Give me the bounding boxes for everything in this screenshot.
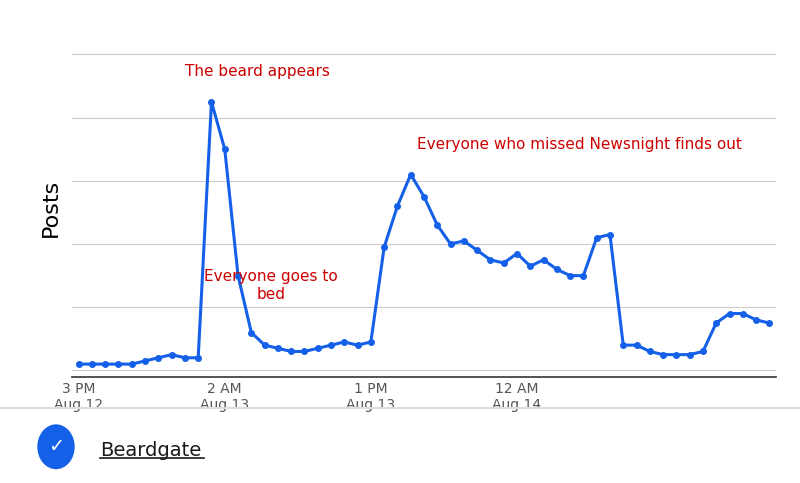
Circle shape (38, 425, 74, 469)
Y-axis label: Posts: Posts (41, 179, 61, 237)
Text: Everyone goes to
bed: Everyone goes to bed (204, 270, 338, 302)
Text: The beard appears: The beard appears (185, 64, 330, 79)
Text: Beardgate: Beardgate (100, 440, 202, 460)
Text: ✓: ✓ (48, 437, 64, 456)
Text: Everyone who missed Newsnight finds out: Everyone who missed Newsnight finds out (418, 137, 742, 152)
